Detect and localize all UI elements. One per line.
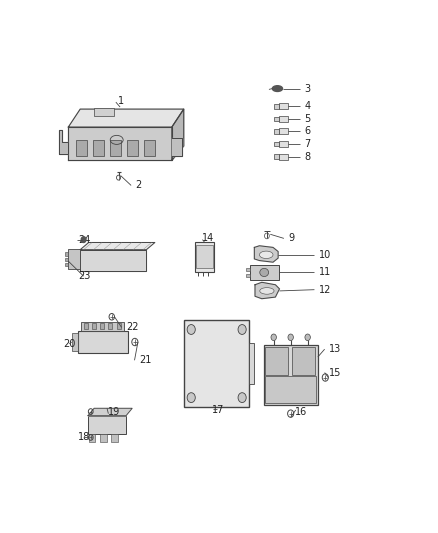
Bar (274, 155, 279, 159)
Text: 5: 5 (304, 114, 311, 124)
Bar (264, 345, 318, 406)
Ellipse shape (260, 288, 274, 294)
Bar (246, 268, 250, 271)
Circle shape (305, 334, 311, 341)
Circle shape (81, 237, 86, 243)
Text: 12: 12 (319, 285, 331, 295)
Circle shape (271, 334, 276, 341)
Ellipse shape (259, 251, 273, 259)
Bar (93, 140, 104, 156)
Circle shape (187, 393, 195, 402)
Bar (127, 140, 138, 156)
Text: 23: 23 (78, 271, 90, 281)
Circle shape (238, 393, 246, 402)
Circle shape (288, 334, 293, 341)
Ellipse shape (272, 86, 283, 92)
Bar (65, 252, 68, 256)
Polygon shape (80, 243, 155, 249)
Polygon shape (80, 249, 146, 271)
Bar (65, 263, 68, 266)
Bar (274, 117, 279, 121)
Text: 24: 24 (78, 235, 90, 245)
Text: 9: 9 (288, 233, 294, 244)
Text: 13: 13 (329, 344, 341, 354)
Bar (84, 324, 88, 329)
Bar (265, 376, 316, 403)
Bar (246, 274, 250, 277)
Circle shape (238, 325, 246, 334)
Bar (249, 343, 254, 384)
Bar (274, 104, 279, 109)
Bar (88, 434, 95, 441)
Text: 20: 20 (64, 339, 76, 349)
Bar (88, 416, 126, 434)
Bar (279, 116, 288, 122)
Bar (279, 154, 288, 159)
Bar (81, 322, 124, 330)
Ellipse shape (260, 268, 268, 277)
Text: 10: 10 (319, 250, 331, 260)
Bar (108, 324, 113, 329)
Bar (196, 245, 212, 268)
Bar (265, 347, 288, 375)
Text: 4: 4 (304, 101, 311, 111)
Bar (100, 324, 104, 329)
Bar (110, 140, 120, 156)
Bar (279, 103, 288, 109)
Text: 17: 17 (212, 405, 224, 415)
Text: 6: 6 (304, 126, 311, 136)
Bar (100, 434, 107, 441)
Polygon shape (68, 109, 184, 127)
Polygon shape (255, 282, 279, 298)
Text: 3: 3 (304, 84, 311, 94)
Text: 8: 8 (304, 152, 311, 161)
Text: 19: 19 (108, 407, 120, 417)
Text: 14: 14 (202, 232, 214, 243)
Text: 16: 16 (295, 407, 307, 417)
Bar (184, 320, 249, 407)
Text: 2: 2 (135, 181, 142, 190)
Bar (279, 128, 288, 134)
Bar (77, 140, 87, 156)
Bar (117, 324, 120, 329)
Polygon shape (59, 130, 68, 154)
Bar (65, 257, 68, 261)
Text: 15: 15 (329, 368, 341, 377)
Bar (72, 333, 78, 351)
Bar (293, 347, 315, 375)
Bar (92, 324, 96, 329)
Polygon shape (254, 246, 278, 262)
Text: 7: 7 (304, 139, 311, 149)
Text: 11: 11 (319, 268, 331, 278)
Bar (78, 330, 128, 353)
Text: 1: 1 (117, 96, 124, 106)
Polygon shape (172, 109, 184, 160)
Bar (145, 140, 155, 156)
Bar (274, 129, 279, 134)
Text: 22: 22 (126, 322, 138, 333)
Polygon shape (88, 408, 132, 416)
Bar (68, 249, 80, 269)
Bar (250, 265, 279, 280)
Polygon shape (68, 127, 172, 160)
Polygon shape (172, 138, 182, 156)
Text: 21: 21 (139, 356, 151, 365)
Bar (279, 141, 288, 147)
Circle shape (187, 325, 195, 334)
Text: 18: 18 (78, 432, 90, 442)
Bar (111, 434, 118, 441)
Bar (94, 108, 114, 117)
Bar (274, 142, 279, 146)
Bar (194, 242, 214, 272)
